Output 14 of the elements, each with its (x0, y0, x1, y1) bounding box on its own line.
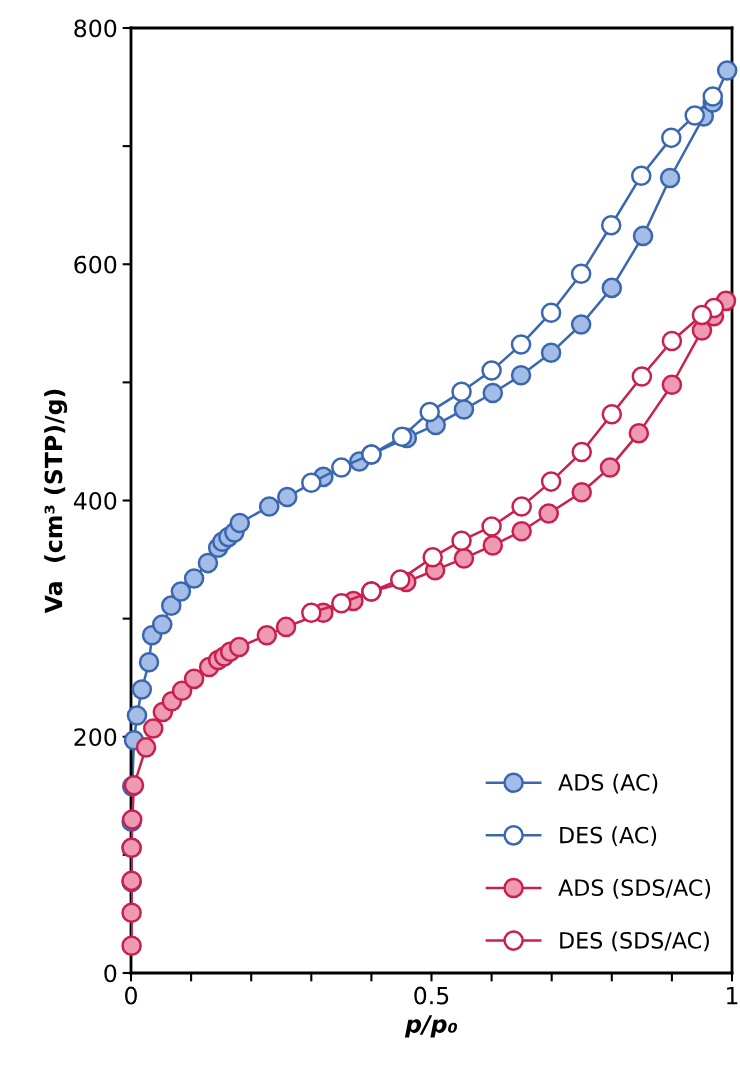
y-tick-label: 0 (104, 964, 117, 983)
legend-label: DES (AC) (560, 826, 657, 847)
x-tick-label: 1 (727, 986, 738, 1005)
x-tick-label: 0.5 (414, 986, 449, 1005)
x-tick-label: 0 (125, 986, 137, 1005)
y-tick-label: 600 (74, 255, 117, 274)
legend-label: ADS (AC) (558, 773, 658, 794)
legend-label: DES (SDS/AC) (560, 931, 709, 952)
y-tick-label: 200 (74, 728, 117, 747)
y-tick-label: 800 (74, 19, 117, 38)
y-tick-label: 400 (73, 491, 117, 510)
legend-label: ADS (SDS/AC) (558, 878, 711, 899)
x-axis-title: p/p₀ (404, 1015, 458, 1038)
y-axis-title: Va (cm³ (STP)/g) (44, 389, 68, 614)
